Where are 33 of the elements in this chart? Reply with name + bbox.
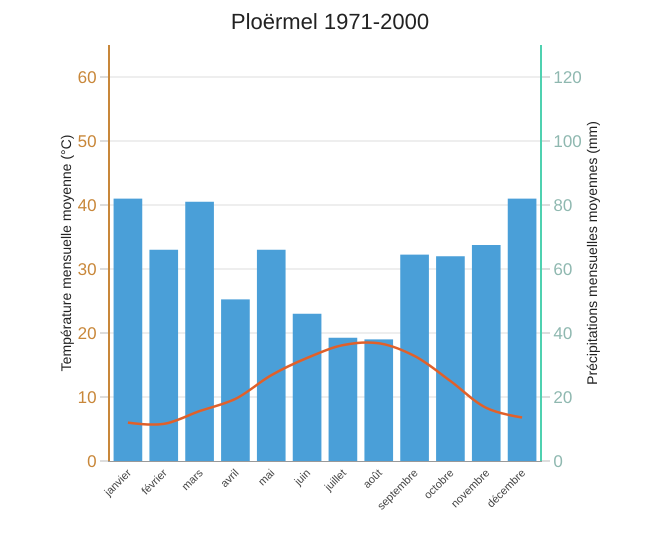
bar (472, 245, 501, 461)
bar (436, 256, 465, 461)
bar (508, 198, 536, 461)
y2-tick-label: 80 (553, 196, 572, 215)
y2-tick-label: 120 (553, 68, 582, 87)
bar (114, 198, 142, 461)
y-tick-label: 10 (78, 388, 97, 407)
line-series (126, 341, 524, 426)
x-tick-label: avril (218, 467, 242, 490)
y2-tick-label: 100 (553, 132, 582, 151)
y2-tick-label: 20 (553, 388, 572, 407)
bar (364, 339, 394, 461)
y2-axis-title: Précipitations mensuelles moyennes (mm) (584, 121, 600, 385)
y2-tick-label: 40 (553, 324, 572, 343)
y2-tick-label: 0 (553, 452, 563, 471)
bar (221, 299, 250, 461)
y-tick-label: 20 (78, 324, 97, 343)
bar (328, 338, 358, 461)
y-tick-label: 40 (78, 196, 97, 215)
y-axis-title: Température mensuelle moyenne (°C) (58, 134, 74, 372)
bar (292, 314, 322, 461)
chart-title: Ploërmel 1971-2000 (230, 8, 430, 34)
x-tick-label: mai (256, 467, 278, 488)
bar (256, 250, 286, 461)
bar (400, 254, 429, 461)
y-tick-label: 60 (78, 68, 97, 87)
y2-tick-label: 60 (553, 260, 572, 279)
bar (185, 202, 214, 461)
bar (149, 250, 178, 461)
y-tick-label: 50 (78, 132, 97, 151)
y-tick-label: 0 (87, 452, 97, 471)
y-tick-label: 30 (78, 260, 97, 279)
x-tick-label: juin (292, 467, 314, 489)
